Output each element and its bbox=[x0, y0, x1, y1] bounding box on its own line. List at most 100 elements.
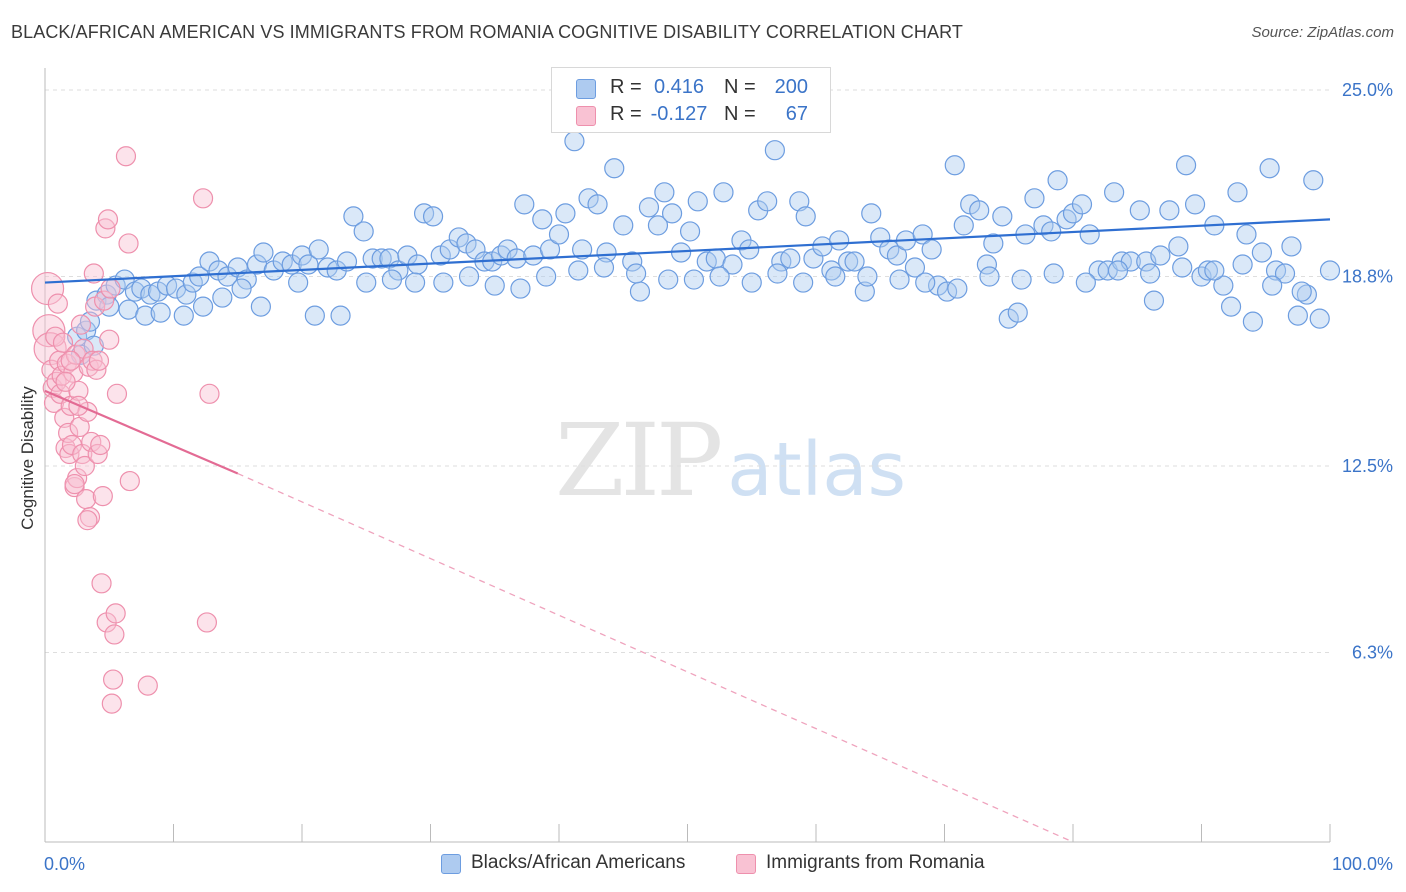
blacks-point bbox=[658, 269, 679, 290]
blacks-point bbox=[1047, 170, 1068, 191]
blacks-point bbox=[1159, 200, 1180, 221]
zipatlas-watermark: ZIP atlas bbox=[555, 402, 906, 519]
blacks-point bbox=[288, 272, 309, 293]
blacks-point bbox=[381, 269, 403, 290]
blacks-point bbox=[722, 254, 743, 275]
blacks-point bbox=[1075, 272, 1096, 293]
romania-point bbox=[74, 455, 95, 477]
blacks-point bbox=[1204, 260, 1225, 281]
legend-n-value: 67 bbox=[785, 103, 808, 125]
romania-point bbox=[64, 473, 85, 495]
romania-point bbox=[104, 624, 125, 645]
blacks-point bbox=[713, 182, 734, 203]
blacks-point bbox=[904, 257, 926, 278]
blacks-point bbox=[433, 272, 454, 293]
blacks-point bbox=[1213, 275, 1234, 296]
x-tick-label: 0.0% bbox=[44, 854, 85, 874]
blacks-point bbox=[1220, 296, 1242, 317]
romania-point bbox=[77, 510, 98, 531]
romania-point bbox=[137, 675, 158, 696]
romania-point bbox=[119, 470, 140, 492]
blacks-point bbox=[1168, 236, 1189, 257]
blacks-point bbox=[1041, 221, 1062, 242]
bottom-legend-swatch-romania bbox=[736, 854, 756, 874]
blacks-point bbox=[231, 278, 252, 299]
blacks-point bbox=[647, 215, 669, 236]
legend-r-value: 0.416 bbox=[653, 76, 705, 98]
romania-point bbox=[196, 612, 218, 633]
blacks-point bbox=[683, 269, 705, 290]
romania-point bbox=[79, 507, 101, 528]
blacks-point bbox=[780, 248, 801, 269]
blacks-point bbox=[1056, 209, 1077, 230]
source-label: Source: ZipAtlas.com bbox=[1251, 24, 1394, 41]
blacks-point bbox=[1104, 182, 1125, 203]
romania-point bbox=[100, 278, 121, 299]
legend-r-value: -0.127 bbox=[650, 103, 708, 125]
blacks-point bbox=[353, 221, 374, 242]
blacks-point bbox=[709, 266, 730, 287]
legend-r-label: R = bbox=[610, 76, 642, 98]
blacks-point bbox=[555, 203, 576, 224]
blacks-point bbox=[1251, 242, 1272, 263]
romania-point bbox=[103, 669, 124, 690]
blacks-point bbox=[844, 251, 865, 272]
blacks-point bbox=[1191, 266, 1212, 287]
blacks-point bbox=[1274, 263, 1296, 284]
blacks-point bbox=[1309, 308, 1330, 329]
legend-row-blacks: R = 0.416 N = 200 bbox=[552, 74, 830, 102]
y-tick-label: 12.5% bbox=[1342, 456, 1393, 476]
blacks-point bbox=[135, 305, 156, 326]
blacks-point bbox=[1319, 260, 1341, 281]
blacks-point bbox=[983, 233, 1004, 254]
blacks-point bbox=[915, 272, 936, 293]
y-tick-label: 18.8% bbox=[1342, 267, 1393, 287]
blacks-point bbox=[886, 245, 908, 266]
legend-n-label: N = bbox=[724, 76, 756, 98]
blacks-point bbox=[629, 281, 651, 302]
blacks-point bbox=[212, 287, 233, 308]
blacks-point bbox=[1043, 263, 1064, 284]
blacks-point bbox=[336, 251, 358, 272]
blacks-point bbox=[622, 251, 643, 272]
blacks-point bbox=[625, 263, 647, 284]
romania-trend-line-extension bbox=[237, 472, 1074, 843]
watermark-atlas: atlas bbox=[727, 427, 907, 513]
blacks-point bbox=[764, 140, 785, 161]
y-tick-label: 25.0% bbox=[1342, 80, 1393, 100]
blacks-point bbox=[789, 191, 810, 212]
blacks-point bbox=[1024, 188, 1045, 209]
legend-n-label: N = bbox=[724, 103, 756, 125]
blacks-point bbox=[356, 272, 377, 293]
romania-point bbox=[60, 350, 81, 371]
blacks-point bbox=[539, 239, 561, 260]
romania-point bbox=[106, 383, 128, 404]
blacks-point bbox=[861, 203, 882, 224]
blacks-point bbox=[757, 191, 778, 212]
romania-point bbox=[94, 290, 115, 311]
legend-n-value: 200 bbox=[774, 76, 808, 98]
blacks-point bbox=[944, 155, 965, 176]
blacks-point bbox=[1150, 245, 1171, 266]
romania-point bbox=[83, 263, 104, 284]
blacks-point bbox=[587, 194, 608, 215]
blacks-point bbox=[821, 260, 842, 281]
romania-point bbox=[91, 573, 112, 594]
blacks-point bbox=[969, 200, 990, 221]
blacks-point bbox=[793, 272, 814, 293]
blacks-point bbox=[976, 254, 998, 275]
blacks-point bbox=[404, 272, 426, 293]
blacks-point bbox=[953, 215, 974, 236]
blacks-point bbox=[613, 215, 634, 236]
romania-point bbox=[199, 383, 220, 404]
romania-point bbox=[51, 365, 72, 386]
legend-row-romania: R = -0.127 N = 67 bbox=[552, 101, 830, 129]
blacks-point bbox=[1236, 224, 1257, 245]
romania-point bbox=[88, 350, 110, 371]
blacks-point bbox=[330, 305, 351, 326]
blacks-point bbox=[829, 230, 850, 251]
blacks-point bbox=[1011, 269, 1032, 290]
blacks-point bbox=[514, 194, 535, 215]
correlation-legend: R = 0.416 N = 200 R = -0.127 N = 67 bbox=[551, 67, 831, 133]
